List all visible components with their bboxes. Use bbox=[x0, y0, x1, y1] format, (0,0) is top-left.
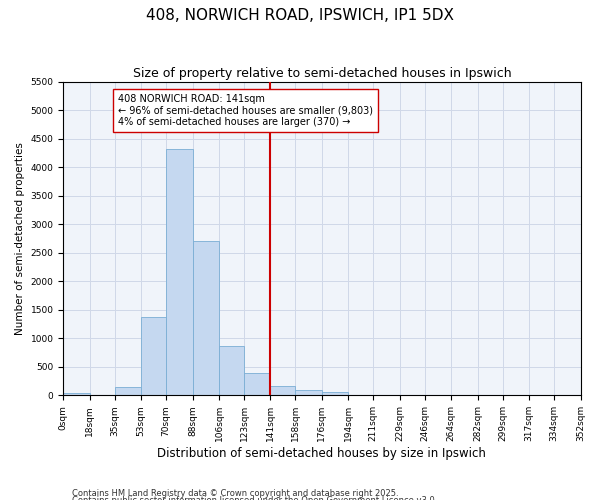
Bar bbox=[63, 393, 90, 396]
Text: Contains HM Land Registry data © Crown copyright and database right 2025.: Contains HM Land Registry data © Crown c… bbox=[72, 488, 398, 498]
Bar bbox=[141, 316, 166, 396]
Text: Contains public sector information licensed under the Open Government Licence v3: Contains public sector information licen… bbox=[72, 496, 437, 500]
X-axis label: Distribution of semi-detached houses by size in Ipswich: Distribution of semi-detached houses by … bbox=[157, 447, 487, 460]
Bar bbox=[219, 346, 244, 396]
Bar bbox=[295, 390, 322, 396]
Text: 408 NORWICH ROAD: 141sqm
← 96% of semi-detached houses are smaller (9,803)
4% of: 408 NORWICH ROAD: 141sqm ← 96% of semi-d… bbox=[118, 94, 373, 128]
Y-axis label: Number of semi-detached properties: Number of semi-detached properties bbox=[15, 142, 25, 335]
Bar bbox=[115, 387, 141, 396]
Bar bbox=[166, 149, 193, 396]
Bar bbox=[322, 392, 349, 396]
Bar bbox=[244, 372, 271, 396]
Bar bbox=[193, 242, 219, 396]
Text: 408, NORWICH ROAD, IPSWICH, IP1 5DX: 408, NORWICH ROAD, IPSWICH, IP1 5DX bbox=[146, 8, 454, 22]
Bar bbox=[271, 386, 295, 396]
Title: Size of property relative to semi-detached houses in Ipswich: Size of property relative to semi-detach… bbox=[133, 68, 511, 80]
